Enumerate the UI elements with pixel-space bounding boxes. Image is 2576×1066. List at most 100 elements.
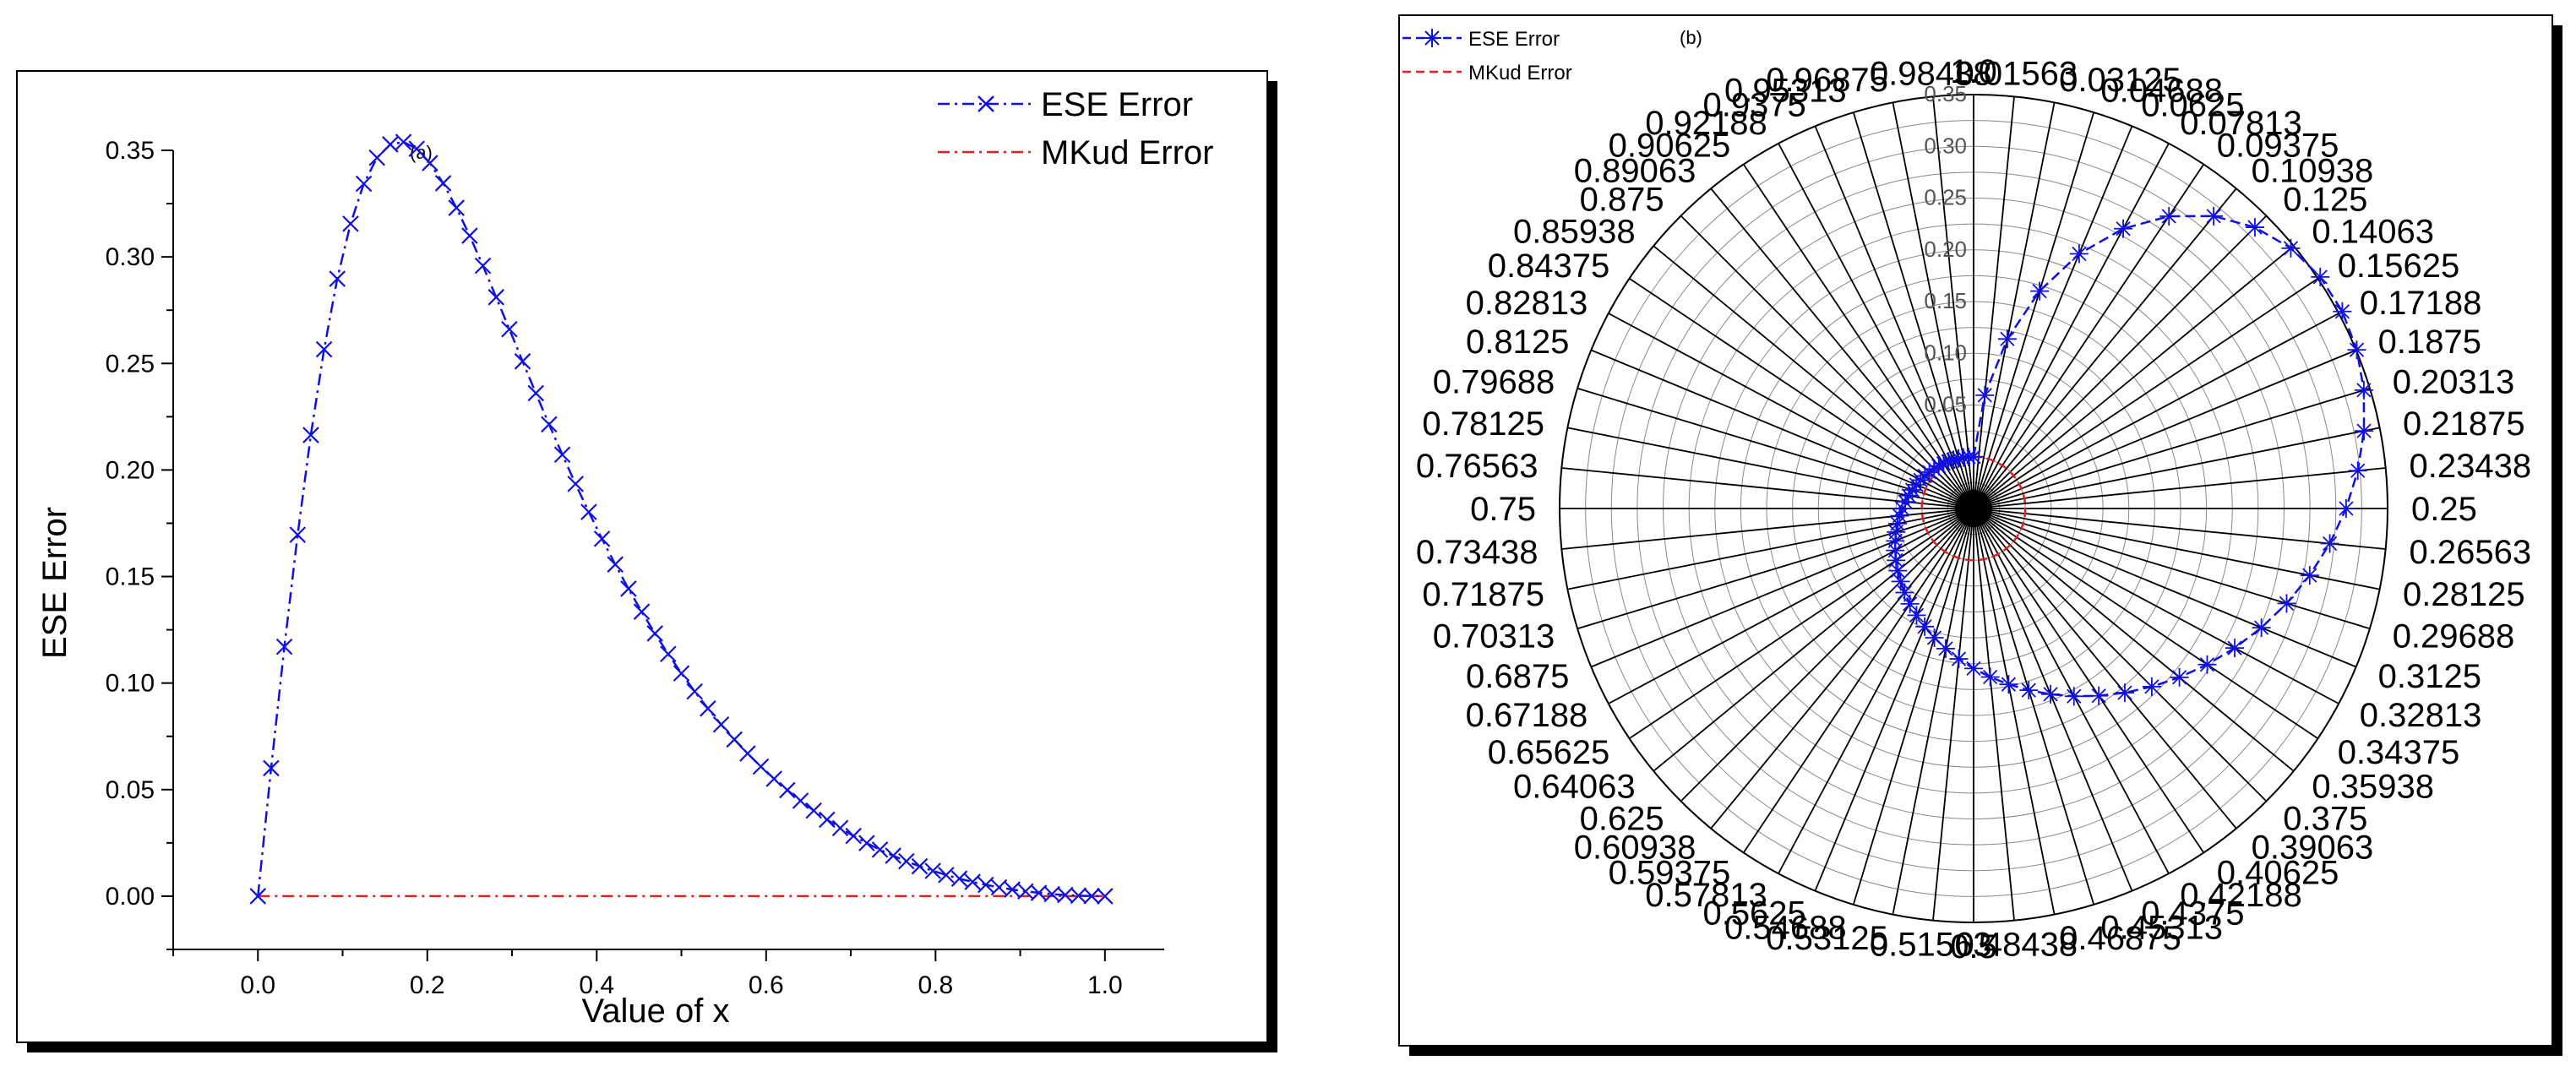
- angular-spoke: [1973, 508, 2386, 550]
- ese-marker: [1083, 888, 1100, 905]
- ese-marker: [1949, 449, 1969, 468]
- ese-marker: [514, 353, 531, 370]
- angular-spoke: [1743, 164, 1974, 509]
- ese-marker: [2142, 677, 2161, 696]
- x-tick-label: 0.0: [240, 971, 275, 999]
- angle-label: 0.76563: [1416, 448, 1539, 485]
- angle-label: 0.3125: [2378, 658, 2481, 695]
- ese-marker: [1887, 522, 1906, 541]
- ese-marker: [871, 841, 889, 858]
- ese-marker: [885, 847, 901, 864]
- ese-marker: [382, 136, 399, 153]
- ese-marker: [911, 857, 929, 875]
- angle-label: 0.79688: [1433, 364, 1555, 401]
- ese-marker: [1900, 594, 1920, 613]
- angle-label: 0.21875: [2403, 405, 2525, 443]
- ese-marker: [342, 215, 359, 232]
- angle-label: 0.82813: [1466, 285, 1588, 322]
- ese-marker: [2225, 639, 2245, 658]
- angle-label: 0.875: [1580, 182, 1664, 219]
- ese-marker: [739, 745, 756, 762]
- ese-marker: [673, 665, 690, 682]
- ese-marker: [474, 257, 492, 275]
- angular-spoke: [1608, 313, 1974, 509]
- legend-b-mkud-label: MKud Error: [1468, 62, 1572, 84]
- angle-label: 0.25: [2411, 491, 2477, 528]
- ese-marker: [2320, 534, 2339, 553]
- angle-label: 0.64063: [1513, 769, 1636, 806]
- angle-label: 0.6875: [1466, 658, 1569, 695]
- angle-label: 0.70313: [1433, 617, 1555, 655]
- ese-marker: [2030, 281, 2050, 301]
- angular-spoke: [1629, 278, 1974, 509]
- polar-center: [1955, 490, 1992, 527]
- ese-marker: [2159, 206, 2179, 226]
- y-tick-label: 0.15: [106, 563, 155, 591]
- legend-ese-label: ESE Error: [1041, 86, 1193, 123]
- ese-marker: [819, 811, 836, 829]
- angular-spoke: [1973, 96, 2015, 509]
- panel-b-legend: ESE Error MKud Error: [1402, 28, 1572, 84]
- ese-marker: [1964, 447, 1983, 466]
- ese-marker: [2041, 684, 2061, 704]
- radial-tick-label: 0.05: [1924, 392, 1967, 417]
- angle-label: 0.60938: [1574, 829, 1696, 866]
- angular-spoke: [1973, 467, 2386, 509]
- ese-marker: [831, 819, 849, 837]
- angle-label: 0.46875: [2059, 920, 2181, 957]
- angle-label: 0.09375: [2217, 127, 2339, 164]
- ese-marker: [1893, 499, 1912, 518]
- angle-label: 0.8125: [1466, 324, 1569, 361]
- legend-b-ese-marker: [1423, 29, 1441, 47]
- angular-spoke: [1680, 215, 1974, 509]
- ese-marker: [700, 700, 716, 717]
- ese-marker: [964, 873, 981, 890]
- ese-marker: [2170, 667, 2189, 687]
- ese-marker: [2245, 218, 2264, 237]
- ese-marker: [1899, 486, 1919, 505]
- ese-marker: [1886, 541, 1905, 560]
- ese-marker: [1925, 460, 1944, 479]
- angular-spoke: [1973, 508, 2339, 704]
- angular-spoke: [1973, 278, 2318, 509]
- ese-marker: [805, 802, 822, 819]
- radial-tick-label: 0.20: [1924, 237, 1967, 262]
- ese-marker: [368, 149, 386, 166]
- angle-label: 0.07813: [2180, 105, 2302, 142]
- ese-marker: [686, 683, 703, 700]
- panel-a-series: [249, 133, 1114, 905]
- angle-label: 0.98438: [1870, 56, 1992, 93]
- angle-label: 0.29688: [2393, 617, 2515, 655]
- ese-marker: [990, 878, 1008, 896]
- angle-label: 0.73438: [1416, 534, 1539, 571]
- angular-spoke: [1973, 508, 2237, 829]
- angle-label: 0.23438: [2410, 448, 2532, 485]
- angle-label: 0.375: [2283, 800, 2367, 837]
- ese-marker: [275, 638, 293, 655]
- angle-label: 0.78125: [1422, 405, 1544, 443]
- angular-spoke: [1629, 508, 1974, 739]
- ese-marker: [1997, 329, 2017, 349]
- angular-spoke: [1814, 508, 1974, 892]
- angle-label: 0.125: [2283, 182, 2367, 219]
- x-tick-label: 1.0: [1087, 971, 1123, 999]
- panel-b-label: (b): [1680, 27, 1702, 48]
- ese-marker: [448, 199, 466, 216]
- angle-label: 0.26563: [2410, 534, 2532, 571]
- ese-marker: [792, 792, 809, 809]
- angular-spoke: [1973, 349, 2357, 509]
- y-tick-label: 0.25: [106, 350, 155, 378]
- ese-marker: [607, 556, 624, 573]
- ese-marker: [422, 155, 438, 171]
- angle-label: 1.0: [1950, 53, 1997, 90]
- x-tick-label: 0.8: [918, 971, 953, 999]
- ese-marker: [1975, 385, 1995, 405]
- legend-mkud-label: MKud Error: [1041, 134, 1214, 171]
- angular-spoke: [1577, 508, 1974, 630]
- angle-label: 0.03125: [2059, 62, 2181, 99]
- angle-label: 0.01563: [1956, 56, 2078, 93]
- angle-label: 0.48438: [1956, 927, 2078, 964]
- ese-error-line: [257, 140, 1105, 898]
- ese-marker: [2300, 566, 2319, 585]
- legend-ese-marker: [978, 95, 994, 112]
